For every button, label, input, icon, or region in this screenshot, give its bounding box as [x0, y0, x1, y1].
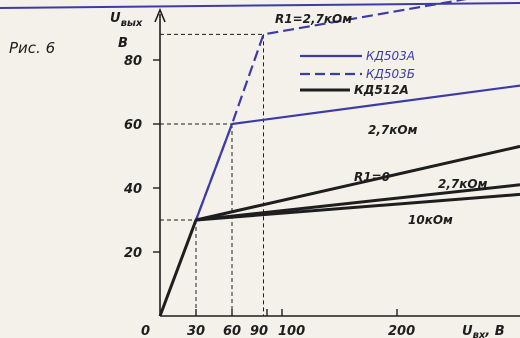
x-tick-label-30: 30 — [187, 324, 205, 338]
y-axis-label-sub: вых — [121, 18, 143, 29]
legend-label-1: КД503Б — [366, 67, 415, 81]
y-axis-unit: В — [118, 36, 128, 51]
series-label-3: 2,7кОм — [438, 177, 488, 191]
x-axis-label-unit: , В — [484, 324, 504, 338]
y-axis-arrow — [154, 7, 166, 23]
figure-label: Рис. 6 — [9, 39, 55, 57]
x-tick-label-100: 100 — [278, 324, 305, 338]
series-label-1: 2,7кОм — [368, 123, 418, 137]
guide-lines — [160, 33, 264, 316]
series-lines — [158, 0, 520, 317]
origin-label: 0 — [141, 324, 150, 338]
y-tick-label-40: 40 — [123, 182, 142, 197]
legend-label-2: КД512А — [354, 83, 409, 97]
x-axis-label: Uвх, В — [462, 324, 505, 338]
y-tick-label-80: 80 — [124, 54, 142, 69]
y-axis-label: Uвых — [110, 11, 143, 29]
x-axis-label-sub: вх — [473, 330, 486, 338]
series-line-3 — [195, 183, 520, 222]
x-tick-label-200: 200 — [388, 324, 415, 338]
y-tick-label-60: 60 — [124, 118, 142, 133]
series-label-0: R1=2,7кОм — [275, 12, 352, 26]
axes: 20 40 60 80 30 60 90 100 200 0 — [123, 7, 520, 338]
legend-label-0: КД503А — [366, 49, 415, 63]
x-tick-label-60: 60 — [223, 324, 241, 338]
series-label-4: 10кОм — [408, 213, 453, 227]
legend: КД503А КД503Б КД512А — [300, 49, 415, 97]
series-line-4 — [195, 192, 520, 222]
series-line-1 — [158, 84, 520, 317]
series-label-2: R1=0 — [354, 170, 390, 184]
x-tick-label-90: 90 — [250, 324, 268, 338]
y-tick-label-20: 20 — [124, 246, 142, 261]
labels: R1=2,7кОм 2,7кОм R1=0 2,7кОм 10кОм Рис. 6 Uвых… — [9, 11, 505, 338]
